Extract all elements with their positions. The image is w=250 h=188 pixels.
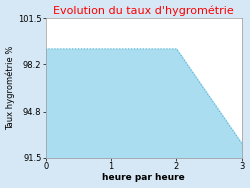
X-axis label: heure par heure: heure par heure	[102, 174, 185, 182]
Y-axis label: Taux hygrométrie %: Taux hygrométrie %	[6, 46, 15, 130]
Title: Evolution du taux d'hygrométrie: Evolution du taux d'hygrométrie	[53, 6, 234, 16]
